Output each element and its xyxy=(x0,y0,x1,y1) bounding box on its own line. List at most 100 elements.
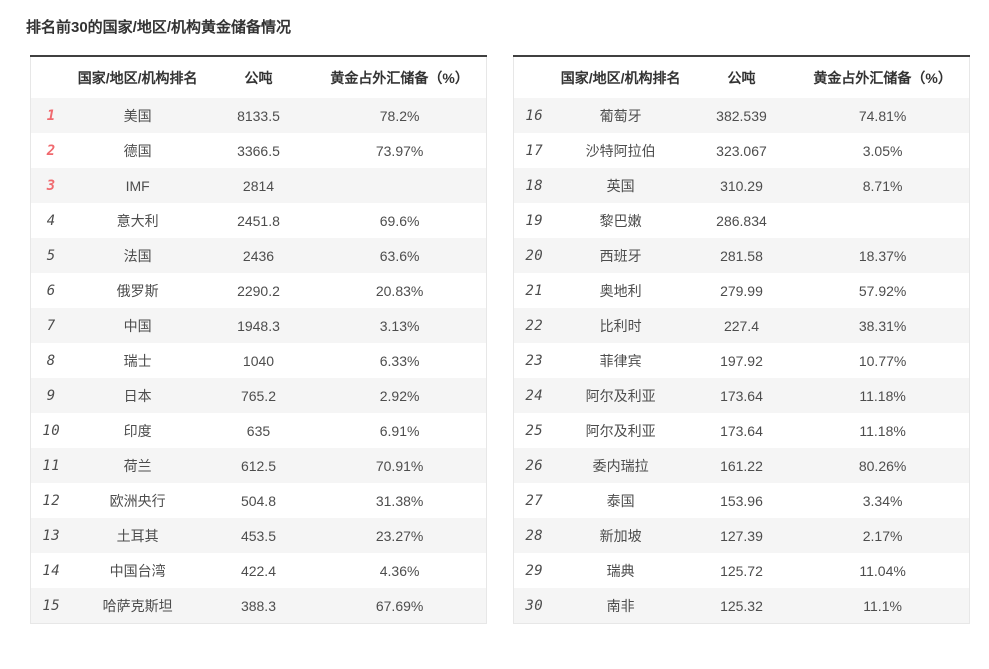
tonnes-cell: 635 xyxy=(246,422,271,439)
tonnes-cell: 323.067 xyxy=(716,142,767,159)
country-cell: 南非 xyxy=(606,597,635,614)
header-row: 国家/地区/机构排名 公吨 黄金占外汇储备（%） xyxy=(30,56,487,98)
header-tonnes: 公吨 xyxy=(203,56,314,98)
header-rank xyxy=(30,56,72,98)
rank-cell: 3 xyxy=(46,177,56,194)
table-row: 24 阿尔及利亚 173.64 11.18% xyxy=(513,378,970,413)
gold-reserve-tables: 国家/地区/机构排名 公吨 黄金占外汇储备（%） 1 美国 8133.5 78.2% 2… xyxy=(30,55,989,624)
table-row: 4 意大利 2451.8 69.6% xyxy=(30,203,487,238)
tonnes-cell: 227.4 xyxy=(723,317,759,334)
country-cell: IMF xyxy=(125,177,150,194)
country-cell: 日本 xyxy=(123,387,152,404)
country-cell: 沙特阿拉伯 xyxy=(585,142,656,159)
rank-cell: 8 xyxy=(46,352,56,369)
rank-cell: 7 xyxy=(46,317,56,334)
rank-cell: 19 xyxy=(525,212,544,229)
country-cell: 黎巴嫩 xyxy=(599,212,642,229)
country-cell: 法国 xyxy=(123,247,152,264)
rank-cell: 17 xyxy=(525,142,544,159)
country-cell: 阿尔及利亚 xyxy=(585,422,656,439)
rank-cell: 15 xyxy=(42,597,61,614)
percent-cell xyxy=(796,203,969,238)
header-tonnes: 公吨 xyxy=(686,56,797,98)
rank-cell: 16 xyxy=(525,107,544,124)
percent-cell: 73.97% xyxy=(375,142,424,159)
percent-cell: 11.1% xyxy=(863,597,902,614)
percent-cell: 57.92% xyxy=(858,282,907,299)
table-row: 20 西班牙 281.58 18.37% xyxy=(513,238,970,273)
tonnes-cell: 765.2 xyxy=(240,387,276,404)
percent-cell: 11.18% xyxy=(859,422,906,439)
header-row: 国家/地区/机构排名 公吨 黄金占外汇储备（%） xyxy=(513,56,970,98)
tonnes-cell: 2451.8 xyxy=(237,212,280,229)
table-row: 6 俄罗斯 2290.2 20.83% xyxy=(30,273,487,308)
tonnes-cell: 125.32 xyxy=(720,597,763,614)
tonnes-cell: 2814 xyxy=(242,177,275,194)
percent-cell: 6.33% xyxy=(379,352,420,369)
country-cell: 西班牙 xyxy=(599,247,642,264)
header-rank xyxy=(513,56,555,98)
rank-cell: 11 xyxy=(42,457,61,474)
table-row: 7 中国 1948.3 3.13% xyxy=(30,308,487,343)
percent-cell: 4.36% xyxy=(379,562,420,579)
table-row: 13 土耳其 453.5 23.27% xyxy=(30,518,487,553)
header-country: 国家/地区/机构排名 xyxy=(554,56,687,98)
tonnes-cell: 161.22 xyxy=(720,457,763,474)
percent-cell: 2.17% xyxy=(862,527,903,544)
country-cell: 俄罗斯 xyxy=(116,282,159,299)
rank-cell: 4 xyxy=(46,212,56,229)
rank-cell: 28 xyxy=(525,527,544,544)
country-cell: 泰国 xyxy=(606,492,635,509)
rank-cell: 10 xyxy=(42,422,61,439)
tonnes-cell: 279.99 xyxy=(720,282,763,299)
tonnes-cell: 382.539 xyxy=(716,107,767,124)
table-row: 25 阿尔及利亚 173.64 11.18% xyxy=(513,413,970,448)
country-cell: 中国 xyxy=(123,317,152,334)
percent-cell: 3.34% xyxy=(862,492,903,509)
rank-cell: 14 xyxy=(42,562,61,579)
tonnes-cell: 125.72 xyxy=(720,562,763,579)
rank-cell: 30 xyxy=(525,597,544,614)
header-country: 国家/地区/机构排名 xyxy=(71,56,204,98)
page-title: 排名前30的国家/地区/机构黄金储备情况 xyxy=(26,19,292,36)
table-row: 5 法国 2436 63.6% xyxy=(30,238,487,273)
country-cell: 比利时 xyxy=(599,317,642,334)
rank-cell: 5 xyxy=(46,247,56,264)
rank-cell: 13 xyxy=(42,527,61,544)
percent-cell: 80.26% xyxy=(858,457,907,474)
percent-cell: 31.38% xyxy=(375,492,424,509)
country-cell: 中国台湾 xyxy=(109,562,166,579)
tonnes-cell: 388.3 xyxy=(240,597,276,614)
percent-cell: 23.27% xyxy=(375,527,424,544)
table-row: 9 日本 765.2 2.92% xyxy=(30,378,487,413)
percent-cell xyxy=(313,168,486,203)
country-cell: 印度 xyxy=(123,422,152,439)
percent-cell: 69.6% xyxy=(379,212,420,229)
country-cell: 奥地利 xyxy=(599,282,642,299)
country-cell: 葡萄牙 xyxy=(599,107,642,124)
country-cell: 菲律宾 xyxy=(599,352,642,369)
table-row: 28 新加坡 127.39 2.17% xyxy=(513,518,970,553)
percent-cell: 3.05% xyxy=(862,142,903,159)
table-row: 30 南非 125.32 11.1% xyxy=(513,588,970,624)
tonnes-cell: 281.58 xyxy=(720,247,763,264)
table-row: 18 英国 310.29 8.71% xyxy=(513,168,970,203)
table-row: 23 菲律宾 197.92 10.77% xyxy=(513,343,970,378)
percent-cell: 18.37% xyxy=(858,247,907,264)
country-cell: 新加坡 xyxy=(599,527,642,544)
rank-cell: 12 xyxy=(42,492,61,509)
table-row: 14 中国台湾 422.4 4.36% xyxy=(30,553,487,588)
country-cell: 德国 xyxy=(123,142,152,159)
rank-cell: 2 xyxy=(46,142,56,159)
rank-cell: 18 xyxy=(525,177,544,194)
table-row: 3 IMF 2814 xyxy=(30,168,487,203)
table-row: 16 葡萄牙 382.539 74.81% xyxy=(513,98,970,133)
tonnes-cell: 8133.5 xyxy=(237,107,280,124)
country-cell: 阿尔及利亚 xyxy=(585,387,656,404)
tonnes-cell: 2290.2 xyxy=(237,282,280,299)
percent-cell: 78.2% xyxy=(379,107,420,124)
table-body-left: 1 美国 8133.5 78.2% 2 德国 3366.5 73.97% 3 IMF 2814 4 意大… xyxy=(30,98,487,624)
gold-table-right: 国家/地区/机构排名 公吨 黄金占外汇储备（%） 16 葡萄牙 382.539 74.… xyxy=(513,55,970,624)
percent-cell: 8.71% xyxy=(862,177,903,194)
percent-cell: 67.69% xyxy=(375,597,424,614)
